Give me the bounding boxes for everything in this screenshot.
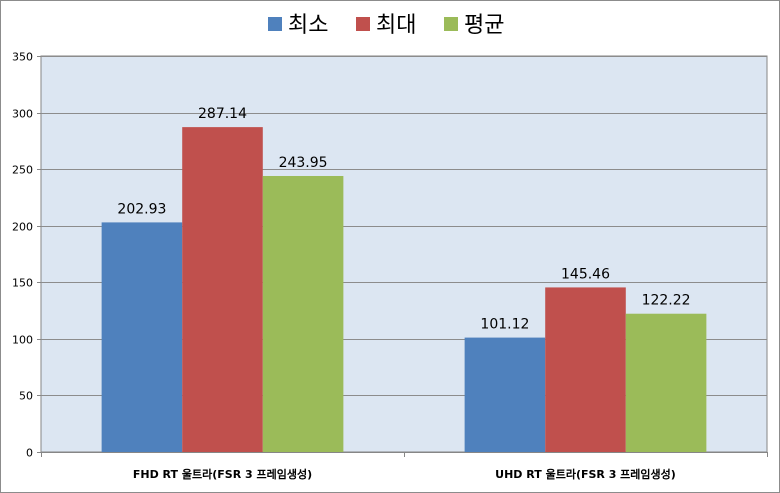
y-tick-label: 100	[12, 334, 33, 347]
data-label: 122.22	[642, 293, 691, 309]
legend-label: 최소	[288, 13, 328, 38]
data-label: 243.95	[279, 155, 328, 171]
data-label: 202.93	[117, 201, 166, 217]
data-label: 145.46	[561, 266, 610, 282]
bar-avg	[262, 175, 344, 452]
y-tick-label: 0	[26, 447, 33, 460]
y-axis: 0 50 100 150 200 250 300 350	[12, 51, 41, 460]
x-axis: FHD RT 울트라(FSR 3 프레임생성) UHD RT 울트라(FSR 3 …	[41, 452, 768, 481]
y-tick-label: 350	[12, 51, 33, 64]
y-tick-label: 50	[19, 390, 33, 403]
bar-max	[182, 127, 263, 453]
legend-swatch	[268, 17, 282, 31]
bars	[101, 127, 707, 453]
x-category-label: UHD RT 울트라(FSR 3 프레임생성)	[495, 467, 676, 481]
y-tick-label: 150	[12, 277, 33, 290]
bar-max	[545, 287, 626, 452]
legend-swatch	[444, 17, 458, 31]
legend: 최소 최대 평균	[268, 13, 504, 38]
bar-min	[101, 222, 183, 452]
data-label: 101.12	[480, 317, 529, 333]
legend-swatch	[356, 17, 370, 31]
data-labels: 202.93 287.14 243.95 101.12 145.46 122.22	[117, 106, 690, 332]
legend-label: 최대	[376, 13, 416, 38]
bar-avg	[625, 313, 707, 452]
y-tick-label: 250	[12, 164, 33, 177]
data-label: 287.14	[198, 106, 247, 122]
y-tick-label: 300	[12, 108, 33, 121]
bar-min	[464, 337, 546, 452]
legend-label: 평균	[464, 13, 504, 38]
y-tick-label: 200	[12, 221, 33, 234]
x-category-label: FHD RT 울트라(FSR 3 프레임생성)	[133, 467, 312, 481]
